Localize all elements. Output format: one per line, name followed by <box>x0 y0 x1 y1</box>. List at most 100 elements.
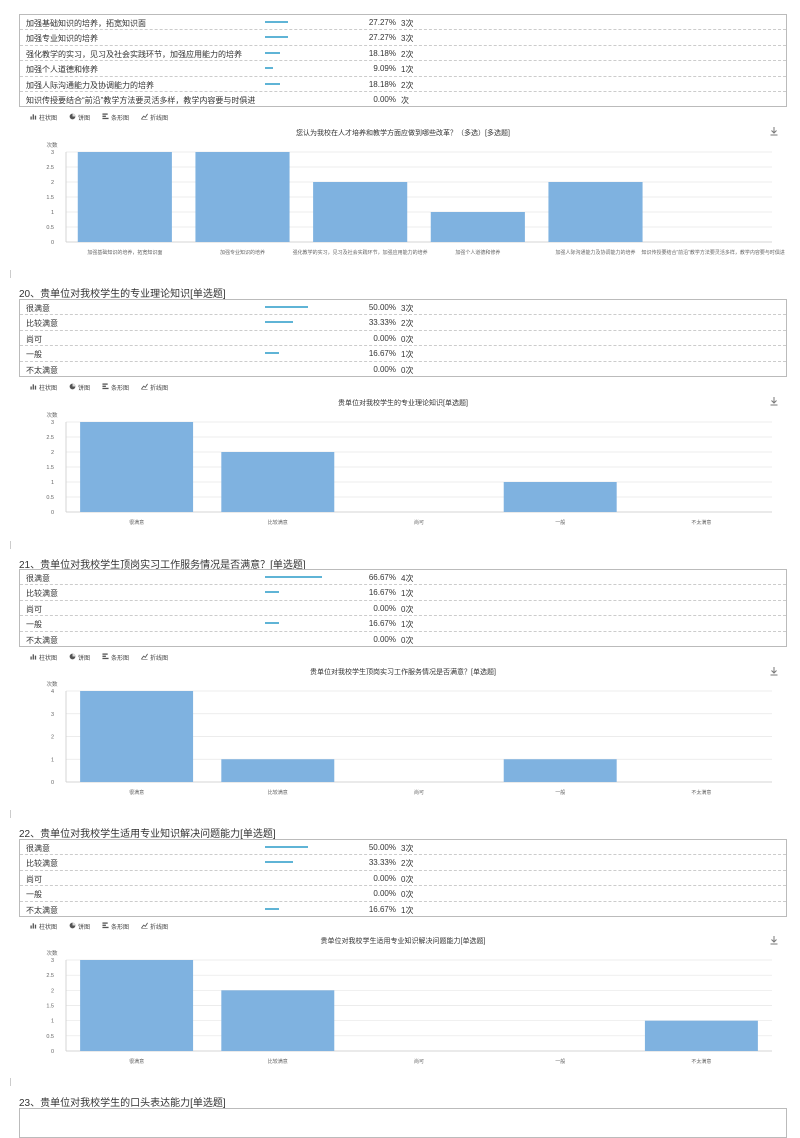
percent-value: 18.18% <box>368 79 396 89</box>
bar[interactable] <box>548 182 643 242</box>
count-value: 次 <box>401 95 409 105</box>
tab-line-chart[interactable]: 折线图 <box>141 113 168 122</box>
bar[interactable] <box>503 759 617 782</box>
x-tick-label: 很满意 <box>129 1058 144 1065</box>
bar[interactable] <box>221 452 335 512</box>
x-tick-label: 尚可 <box>414 519 424 526</box>
tab-label: 柱状图 <box>39 386 58 392</box>
percent-value: 50.00% <box>368 303 396 312</box>
percent-bar <box>265 576 322 578</box>
percent-value: 16.67% <box>368 349 396 359</box>
table-row: 不太满意 0.00% 0次 <box>20 362 786 376</box>
tab-pie-chart[interactable]: 饼图 <box>69 922 90 931</box>
tab-label: 饼图 <box>78 925 91 931</box>
tab-bar-chart[interactable]: 柱状图 <box>30 383 57 392</box>
x-tick-label: 一般 <box>555 519 565 526</box>
option-label: 一般 <box>26 890 42 900</box>
tab-pie-chart[interactable]: 饼图 <box>69 113 90 122</box>
horizontal-bar-icon <box>102 113 109 122</box>
percent-bar <box>265 306 308 308</box>
table-row: 加强人际沟通能力及协调能力的培养 18.18% 2次 <box>20 77 786 92</box>
bar-chart-icon <box>30 922 37 931</box>
percent-bar <box>265 352 280 355</box>
count-value: 2次 <box>401 80 414 90</box>
percent-value: 50.00% <box>368 843 396 852</box>
y-tick-label: 2.5 <box>46 165 54 171</box>
table-row: 加强基础知识的培养，拓宽知识面 27.27% 3次 <box>20 15 786 31</box>
percent-value: 9.09% <box>373 64 396 74</box>
x-tick-label: 一般 <box>555 789 565 796</box>
count-value: 0次 <box>401 365 414 375</box>
bar[interactable] <box>313 182 408 242</box>
bar[interactable] <box>80 691 194 782</box>
bar[interactable] <box>430 212 525 242</box>
q20-chart: 贵单位对我校学生的专业理论知识[单选题] 次数 0 0.5 1 1.5 2 2.5 3 很满意 比较… <box>19 392 787 532</box>
y-tick-label: 1.5 <box>46 465 54 471</box>
tab-line-chart[interactable]: 折线图 <box>141 383 168 392</box>
tab-horizontal-bar[interactable]: 条形图 <box>102 383 129 392</box>
bar-chart-icon <box>30 113 37 122</box>
tab-label: 柱状图 <box>39 925 58 931</box>
tab-bar-chart[interactable]: 柱状图 <box>30 653 57 662</box>
bar[interactable] <box>77 152 172 242</box>
tab-line-chart[interactable]: 折线图 <box>141 653 168 662</box>
bar[interactable] <box>195 152 290 242</box>
percent-value: 33.33% <box>368 318 396 328</box>
x-tick-label: 尚可 <box>414 1058 424 1065</box>
percent-value: 0.00% <box>373 603 396 613</box>
download-icon[interactable] <box>769 396 779 406</box>
tab-horizontal-bar[interactable]: 条形图 <box>102 922 129 931</box>
tab-label: 折线图 <box>150 116 169 122</box>
line-chart-icon <box>141 922 148 931</box>
y-tick-label: 1 <box>51 1019 54 1025</box>
table-row: 不太满意 16.67% 1次 <box>20 902 786 916</box>
y-tick-label: 0 <box>51 1049 54 1055</box>
percent-bar <box>265 591 280 594</box>
bar[interactable] <box>503 482 617 512</box>
tab-line-chart[interactable]: 折线图 <box>141 922 168 931</box>
tab-horizontal-bar[interactable]: 条形图 <box>102 113 129 122</box>
tab-horizontal-bar[interactable]: 条形图 <box>102 653 129 662</box>
option-label: 一般 <box>26 620 42 630</box>
download-icon[interactable] <box>769 666 779 676</box>
y-tick-label: 2 <box>51 180 54 186</box>
option-label: 很满意 <box>26 844 50 853</box>
bar[interactable] <box>80 422 194 512</box>
y-tick-label: 3 <box>51 712 54 718</box>
divider <box>10 810 11 818</box>
option-label: 很满意 <box>26 574 50 583</box>
bar[interactable] <box>80 960 194 1051</box>
option-label: 尚可 <box>26 604 42 614</box>
bar[interactable] <box>644 1020 758 1051</box>
table-row: 知识传授要结合“前沿”教学方法要灵活多样，教学内容要与时俱进 0.00% 次 <box>20 92 786 106</box>
bar[interactable] <box>221 990 335 1051</box>
table-row: 一般 0.00% 0次 <box>20 886 786 902</box>
bar-chart: 您认为我校在人才培养和教学方面应做到哪些改革？（多选）[多选题] 次数 0 0.5 1 1… <box>46 128 784 256</box>
q21-title: 21、贵单位对我校学生顶岗实习工作服务情况是否满意？[单选题] <box>19 560 306 571</box>
tab-pie-chart[interactable]: 饼图 <box>69 653 90 662</box>
count-value: 3次 <box>401 844 414 853</box>
percent-bar <box>265 36 289 39</box>
download-icon[interactable] <box>769 126 779 136</box>
percent-bar <box>265 21 289 23</box>
percent-value: 0.00% <box>373 333 396 343</box>
tab-label: 饼图 <box>78 386 91 392</box>
y-tick-label: 1 <box>51 210 54 216</box>
table-row: 一般 16.67% 1次 <box>20 346 786 362</box>
divider <box>10 1078 11 1086</box>
tab-bar-chart[interactable]: 柱状图 <box>30 922 57 931</box>
bar[interactable] <box>221 759 335 782</box>
tab-pie-chart[interactable]: 饼图 <box>69 383 90 392</box>
x-tick-label: 很满意 <box>129 519 144 526</box>
count-value: 3次 <box>401 34 414 44</box>
table-row: 尚可 0.00% 0次 <box>20 601 786 617</box>
option-label: 很满意 <box>26 304 50 313</box>
tab-label: 条形图 <box>111 925 130 931</box>
tab-bar-chart[interactable]: 柱状图 <box>30 113 57 122</box>
tab-label: 折线图 <box>150 925 169 931</box>
q19-table: 加强基础知识的培养，拓宽知识面 27.27% 3次 加强专业知识的培养 27.27% 3次… <box>19 14 787 108</box>
download-icon[interactable] <box>769 935 779 945</box>
count-value: 2次 <box>401 319 414 329</box>
y-tick-label: 0 <box>51 240 54 246</box>
tab-label: 条形图 <box>111 386 130 392</box>
